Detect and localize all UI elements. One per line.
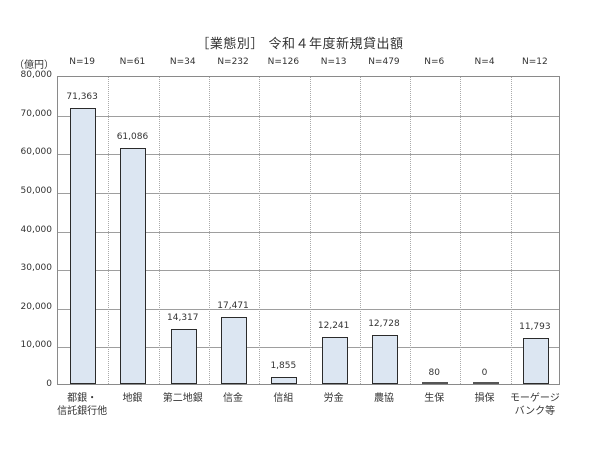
- gridline-horizontal: [58, 270, 559, 272]
- y-tick-label: 40,000: [20, 224, 53, 235]
- bar-value-label: 61,086: [116, 132, 149, 143]
- bar: [221, 316, 248, 384]
- gridline-horizontal: [58, 154, 559, 156]
- bar-value-label: 0: [481, 368, 488, 378]
- gridline-vertical: [510, 77, 512, 384]
- chart-title: ［業態別］ 令和４年度新規貸出額: [196, 37, 404, 52]
- x-tick-label: 信組: [273, 393, 294, 404]
- sample-size-label: N=479: [368, 57, 400, 67]
- y-tick-label: 60,000: [20, 147, 53, 158]
- sample-size-label: N=34: [169, 57, 196, 67]
- y-tick-label: 70,000: [20, 108, 53, 119]
- bar-value-label: 71,363: [66, 92, 98, 103]
- y-tick-label: 0: [46, 379, 52, 389]
- bar-value-label: 17,471: [217, 300, 249, 311]
- gridline-horizontal: [58, 231, 559, 233]
- y-tick-label: 20,000: [20, 301, 53, 312]
- bar: [371, 334, 398, 384]
- gridline-vertical: [208, 77, 210, 384]
- bar-value-label: 12,241: [317, 320, 350, 331]
- bar-value-label: 80: [428, 367, 440, 378]
- bar: [170, 328, 197, 384]
- bar-value-label: 14,317: [167, 312, 199, 323]
- x-tick-label: モーゲージ バンク等: [509, 393, 560, 417]
- bar: [120, 148, 147, 384]
- y-tick-label: 50,000: [20, 185, 53, 196]
- gridline-horizontal: [58, 347, 559, 349]
- plot-area: [57, 76, 560, 385]
- y-tick-label: 30,000: [20, 263, 53, 274]
- sample-size-label: N=61: [119, 57, 146, 67]
- sample-size-label: N=126: [267, 57, 300, 67]
- sample-size-label: N=232: [217, 57, 249, 67]
- bar-value-label: 1,855: [270, 360, 297, 371]
- x-tick-label: 都銀・ 信託銀行他: [57, 393, 108, 417]
- gridline-vertical: [410, 77, 412, 384]
- bar: [422, 382, 449, 384]
- sample-size-label: N=12: [521, 57, 548, 67]
- gridline-horizontal: [58, 192, 559, 194]
- bar: [271, 376, 298, 384]
- sample-size-label: N=4: [474, 57, 495, 67]
- y-tick-label: 80,000: [20, 70, 53, 80]
- gridline-vertical: [460, 77, 462, 384]
- x-tick-label: 農協: [373, 393, 394, 404]
- sample-size-label: N=13: [320, 57, 347, 67]
- x-tick-label: 地銀: [122, 393, 143, 404]
- gridline-vertical: [158, 77, 160, 384]
- x-tick-label: 労金: [323, 393, 344, 404]
- x-tick-label: 損保: [474, 393, 495, 404]
- gridline-horizontal: [58, 308, 559, 310]
- bar-value-label: 12,728: [368, 318, 400, 329]
- bar-value-label: 11,793: [519, 322, 551, 333]
- gridline-horizontal: [58, 115, 559, 117]
- bar: [472, 382, 499, 384]
- gridline-vertical: [259, 77, 261, 384]
- bar: [70, 108, 97, 384]
- sample-size-label: N=19: [69, 57, 95, 67]
- x-tick-label: 生保: [424, 393, 445, 404]
- x-tick-label: 第二地銀: [162, 393, 203, 404]
- x-tick-label: 信金: [223, 393, 244, 404]
- y-axis-unit: （億円）: [14, 60, 54, 71]
- gridline-vertical: [108, 77, 110, 384]
- gridline-vertical: [359, 77, 361, 384]
- gridline-vertical: [309, 77, 311, 384]
- y-tick-label: 10,000: [20, 340, 53, 351]
- bar: [522, 338, 549, 384]
- bar: [321, 336, 348, 384]
- sample-size-label: N=6: [424, 57, 445, 67]
